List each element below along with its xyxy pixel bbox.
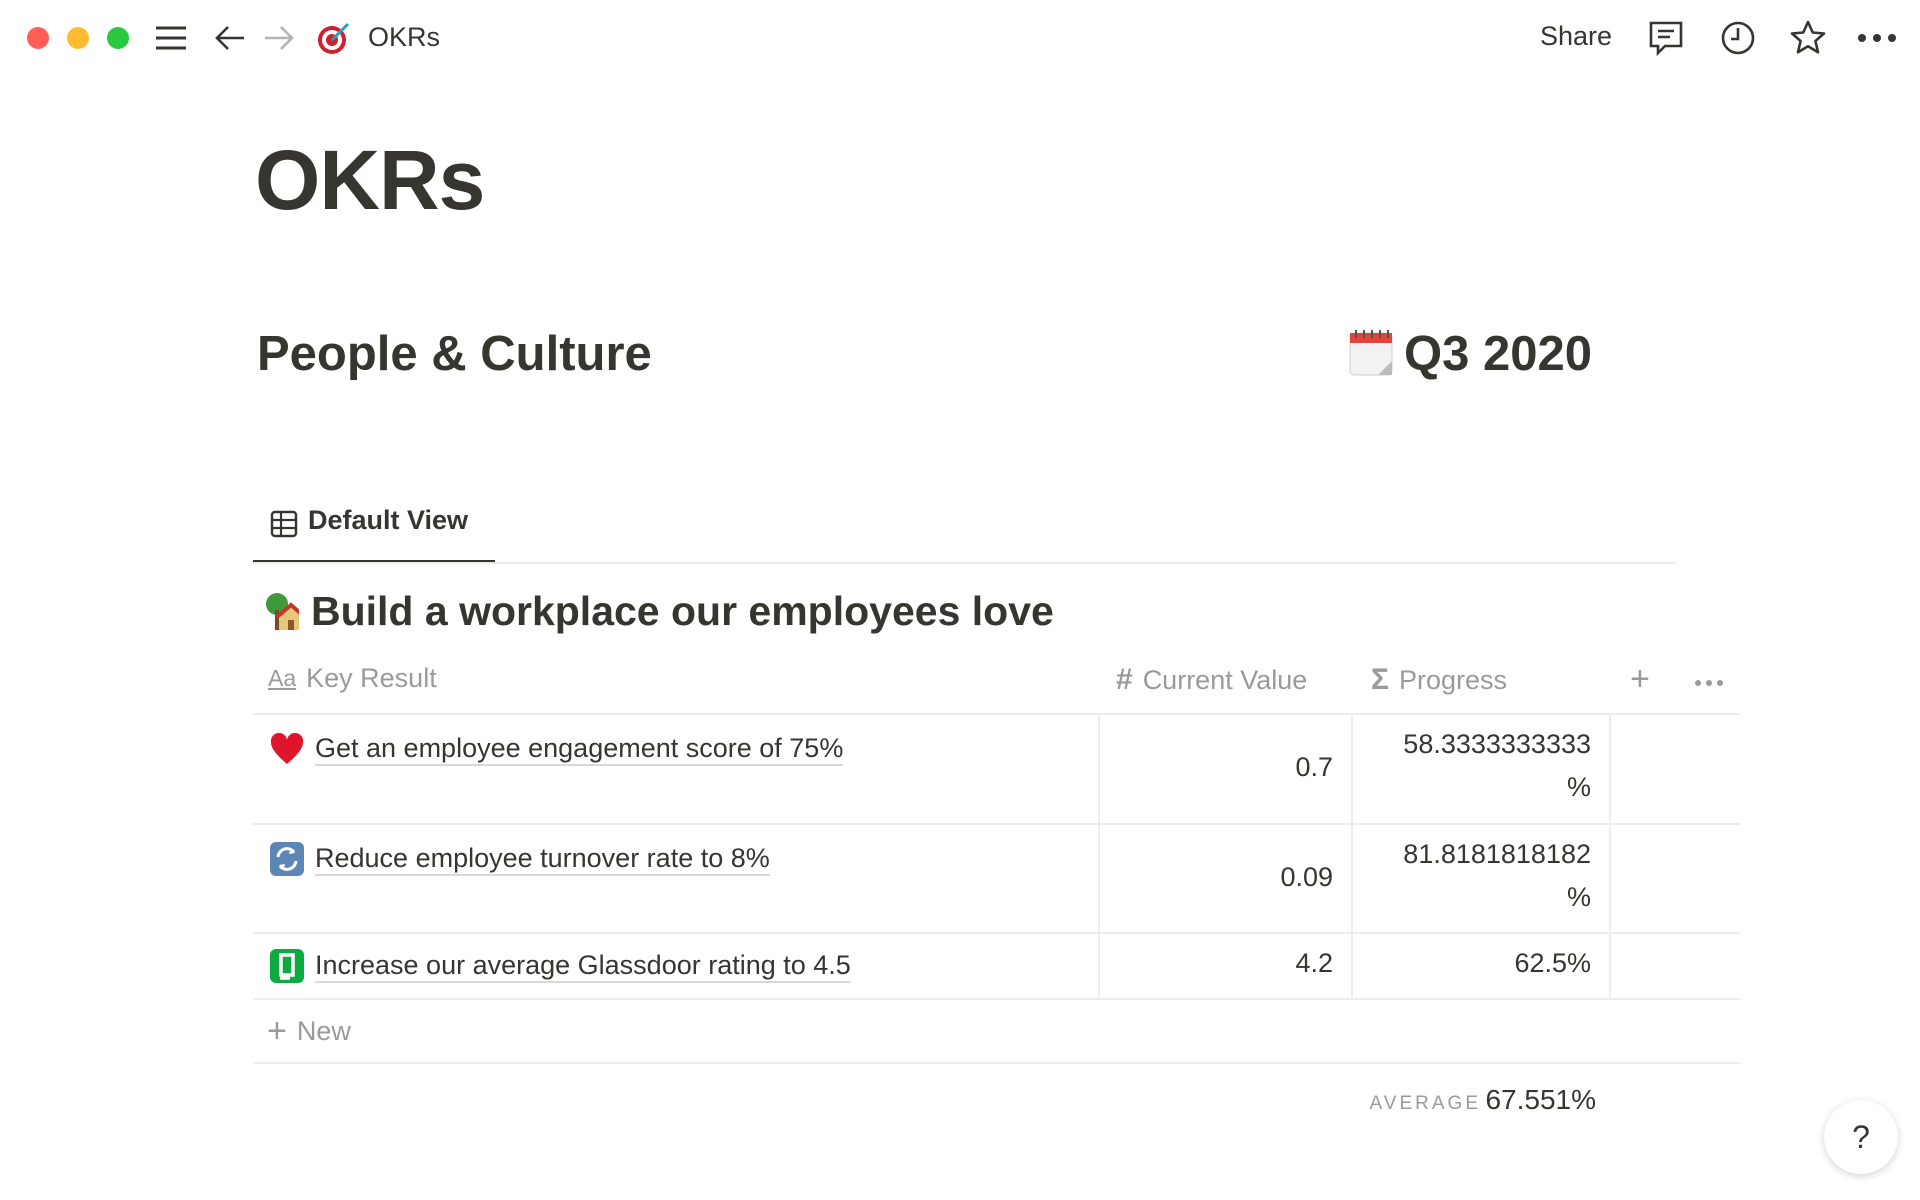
current-value[interactable]: 4.2: [1295, 948, 1333, 978]
progress-value: 58.3333333333: [1403, 729, 1591, 759]
average-footer[interactable]: AVERAGE 67.551%: [1361, 1084, 1596, 1116]
progress-unit: %: [1566, 882, 1591, 912]
tab-default-view[interactable]: Default View: [253, 505, 495, 563]
close-window-button[interactable]: [27, 27, 49, 49]
progress-value: 62.5%: [1514, 948, 1591, 978]
house-with-tree-icon: [263, 592, 299, 630]
more-options-icon[interactable]: [1857, 18, 1897, 58]
column-label: Current Value: [1142, 664, 1308, 695]
comment-icon[interactable]: [1646, 18, 1686, 58]
hash-icon: #: [1116, 663, 1133, 696]
add-new-row-button[interactable]: + New: [253, 1000, 1740, 1064]
favorite-star-icon[interactable]: [1788, 18, 1828, 58]
share-button[interactable]: Share: [1540, 21, 1613, 51]
breadcrumb-title[interactable]: OKRs: [368, 22, 441, 52]
table-row[interactable]: Get an employee engagement score of 75% …: [253, 715, 1740, 825]
column-label: Progress: [1399, 664, 1508, 695]
sigma-icon: Σ: [1371, 663, 1390, 696]
add-column-plus-icon[interactable]: +: [1630, 660, 1650, 698]
glassdoor-icon: [269, 948, 305, 984]
history-clock-icon[interactable]: [1718, 18, 1758, 58]
column-progress[interactable]: Σ Progress: [1371, 663, 1507, 697]
column-label: Key Result: [306, 663, 437, 693]
heart-icon: [269, 731, 305, 767]
dart-target-icon: [314, 18, 354, 58]
page-title: OKRs: [255, 133, 485, 227]
divider: [253, 562, 1676, 564]
key-result-link[interactable]: Get an employee engagement score of 75%: [315, 732, 844, 767]
plus-icon: +: [267, 1011, 287, 1050]
tab-label: Default View: [308, 505, 469, 535]
text-aa-icon: Aa: [268, 665, 297, 691]
calendar-icon: [1348, 327, 1394, 382]
objective-title: Build a workplace our employees love: [311, 588, 1054, 634]
table-row[interactable]: Increase our average Glassdoor rating to…: [253, 934, 1740, 1000]
back-arrow-icon[interactable]: [210, 18, 250, 58]
quarter-heading: Q3 2020: [1404, 327, 1592, 381]
current-value[interactable]: 0.7: [1295, 752, 1333, 782]
column-current-value[interactable]: # Current Value: [1116, 663, 1307, 697]
team-heading: People & Culture: [257, 327, 652, 381]
average-value: 67.551%: [1485, 1084, 1596, 1115]
progress-unit: %: [1566, 772, 1591, 802]
average-label: AVERAGE: [1369, 1093, 1481, 1114]
column-options-icon[interactable]: [1694, 674, 1724, 692]
column-key-result[interactable]: Aa Key Result: [268, 663, 437, 694]
key-result-link[interactable]: Reduce employee turnover rate to 8%: [315, 842, 770, 877]
forward-arrow-icon[interactable]: [259, 18, 299, 58]
help-button[interactable]: ?: [1824, 1100, 1898, 1174]
table-icon: [270, 510, 298, 543]
maximize-window-button[interactable]: [107, 27, 129, 49]
progress-value: 81.8181818182: [1403, 839, 1591, 869]
current-value[interactable]: 0.09: [1280, 862, 1333, 892]
minimize-window-button[interactable]: [67, 27, 89, 49]
menu-icon[interactable]: [151, 18, 191, 58]
header-divider: [253, 713, 1740, 715]
table-row[interactable]: Reduce employee turnover rate to 8% 0.09…: [253, 825, 1740, 934]
new-label: New: [296, 1015, 351, 1046]
key-result-link[interactable]: Increase our average Glassdoor rating to…: [315, 949, 851, 984]
refresh-icon: [269, 841, 305, 877]
